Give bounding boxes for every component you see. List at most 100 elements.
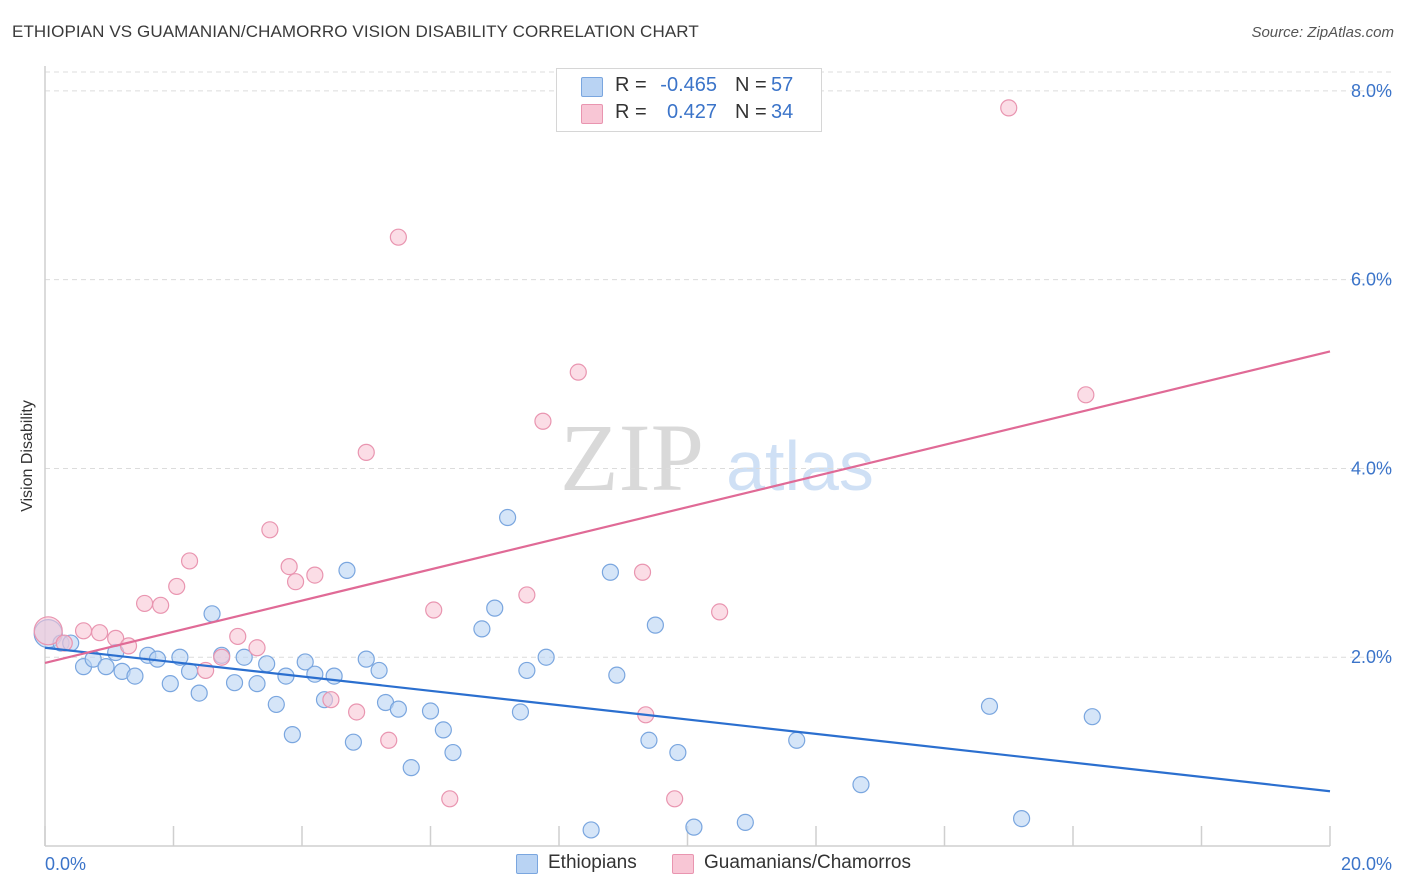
ethiopian-point	[421, 702, 440, 720]
legend-n-value: 57	[771, 74, 794, 96]
guamanian-point	[306, 566, 324, 584]
ethiopian-point	[235, 648, 253, 666]
ethiopian-point	[608, 666, 626, 684]
x-tick-label: 20.0%	[1341, 854, 1392, 874]
legend-label-ethiopians: Ethiopians	[548, 852, 637, 873]
ethiopian-point	[444, 743, 462, 762]
ethiopian-point	[601, 563, 620, 581]
ethiopian-point	[126, 667, 144, 685]
ethiopian-point	[267, 695, 285, 714]
guamanian-point	[389, 228, 407, 246]
legend-r-value: -0.465	[660, 74, 717, 96]
ethiopian-point	[370, 661, 388, 680]
ethiopian-point	[258, 655, 276, 673]
ethiopian-point	[646, 616, 664, 634]
ethiopian-point	[486, 599, 504, 617]
ethiopian-point	[338, 561, 356, 579]
ethiopian-point	[582, 821, 600, 839]
legend-r-label: R =	[615, 74, 647, 96]
x-tick-label: 0.0%	[45, 854, 86, 874]
ethiopian-point	[344, 733, 362, 751]
guamanian-point	[55, 634, 73, 652]
y-tick-label: 6.0%	[1351, 270, 1392, 290]
legend-label-guamanians: Guamanians/Chamorros	[704, 852, 911, 873]
guamanian-point	[261, 521, 279, 539]
legend-swatch-guamanians	[581, 104, 603, 124]
ethiopian-point	[852, 776, 870, 794]
ethiopian-point	[1083, 708, 1101, 726]
guamanian-point	[633, 563, 652, 581]
y-tick-label: 4.0%	[1351, 458, 1392, 478]
guamanian-point	[711, 603, 729, 621]
guamanian-point	[168, 577, 186, 596]
ethiopian-point	[1012, 810, 1031, 828]
guamanian-point	[348, 703, 366, 721]
ethiopian-point	[306, 665, 324, 683]
guamanian-point	[534, 412, 552, 430]
ethiopian-point	[669, 743, 687, 762]
guamanian-point	[1077, 386, 1095, 404]
ethiopian-point	[980, 697, 999, 715]
ethiopian-point	[296, 653, 314, 671]
legend-swatch-ethiopians	[516, 854, 538, 874]
ethiopian-point	[685, 818, 703, 836]
guamanian-point	[74, 622, 93, 640]
ethiopian-point	[518, 661, 536, 680]
ethiopian-point	[788, 731, 806, 749]
y-tick-label: 8.0%	[1351, 81, 1392, 101]
guamanian-point	[666, 790, 684, 808]
ethiopian-point	[161, 675, 179, 693]
ethiopian-point	[190, 684, 208, 702]
guamanian-point	[425, 601, 443, 619]
ethiopian-point	[402, 759, 420, 777]
y-tick-label: 2.0%	[1351, 647, 1392, 667]
ethiopian-point	[389, 700, 407, 718]
legend-n-value: 34	[771, 101, 794, 123]
guamanian-point	[322, 691, 340, 709]
ethiopian-point	[640, 731, 658, 749]
guamanian-point	[357, 443, 375, 461]
guamanian-point	[441, 790, 459, 808]
legend-n-label: N =	[735, 101, 767, 123]
ethiopian-point	[473, 620, 491, 638]
legend-r-value: 0.427	[666, 101, 717, 123]
legend-swatch-ethiopians	[581, 77, 603, 97]
guamanian-point	[1000, 99, 1018, 117]
legend-swatch-guamanians	[672, 854, 694, 874]
ethiopian-point	[434, 721, 452, 739]
guamanian-trend-line	[44, 350, 1331, 664]
ethiopian-point	[248, 675, 266, 693]
legend-row-ethiopians: R = -0.465 N = 57	[557, 74, 821, 100]
series-legend: Ethiopians Guamanians/Chamorros	[0, 852, 1406, 878]
guamanian-point	[229, 627, 247, 646]
ethiopian-trend-line	[44, 646, 1331, 793]
chart-title: ETHIOPIAN VS GUAMANIAN/CHAMORRO VISION D…	[12, 22, 699, 41]
guamanian-point	[286, 573, 305, 591]
legend-row-guamanians: R = 0.427 N = 34	[557, 101, 821, 127]
ethiopian-point	[357, 650, 375, 668]
ethiopian-point	[537, 648, 555, 666]
guamanian-point	[518, 586, 536, 604]
ethiopian-point	[736, 813, 754, 832]
guamanian-point	[569, 363, 587, 381]
legend-r-label: R =	[615, 101, 647, 123]
correlation-legend: R = -0.465 N = 57 R = 0.427 N = 34	[556, 68, 822, 132]
ethiopian-point	[499, 508, 517, 527]
legend-n-label: N =	[735, 74, 767, 96]
guamanian-point	[213, 648, 231, 666]
source-label: Source: ZipAtlas.com	[1251, 24, 1394, 41]
guamanian-point	[33, 616, 63, 646]
guamanian-point	[180, 552, 199, 570]
guamanian-point	[248, 639, 266, 657]
watermark-zip: ZIP	[560, 404, 704, 511]
ethiopian-point	[283, 726, 301, 744]
guamanian-point	[152, 596, 170, 614]
guamanian-point	[135, 594, 154, 613]
ethiopian-point	[171, 648, 189, 666]
ethiopian-point	[225, 674, 244, 692]
guamanian-point	[280, 558, 298, 576]
ethiopian-point	[180, 662, 199, 680]
ethiopian-point	[97, 658, 115, 676]
ethiopian-point	[203, 605, 221, 623]
